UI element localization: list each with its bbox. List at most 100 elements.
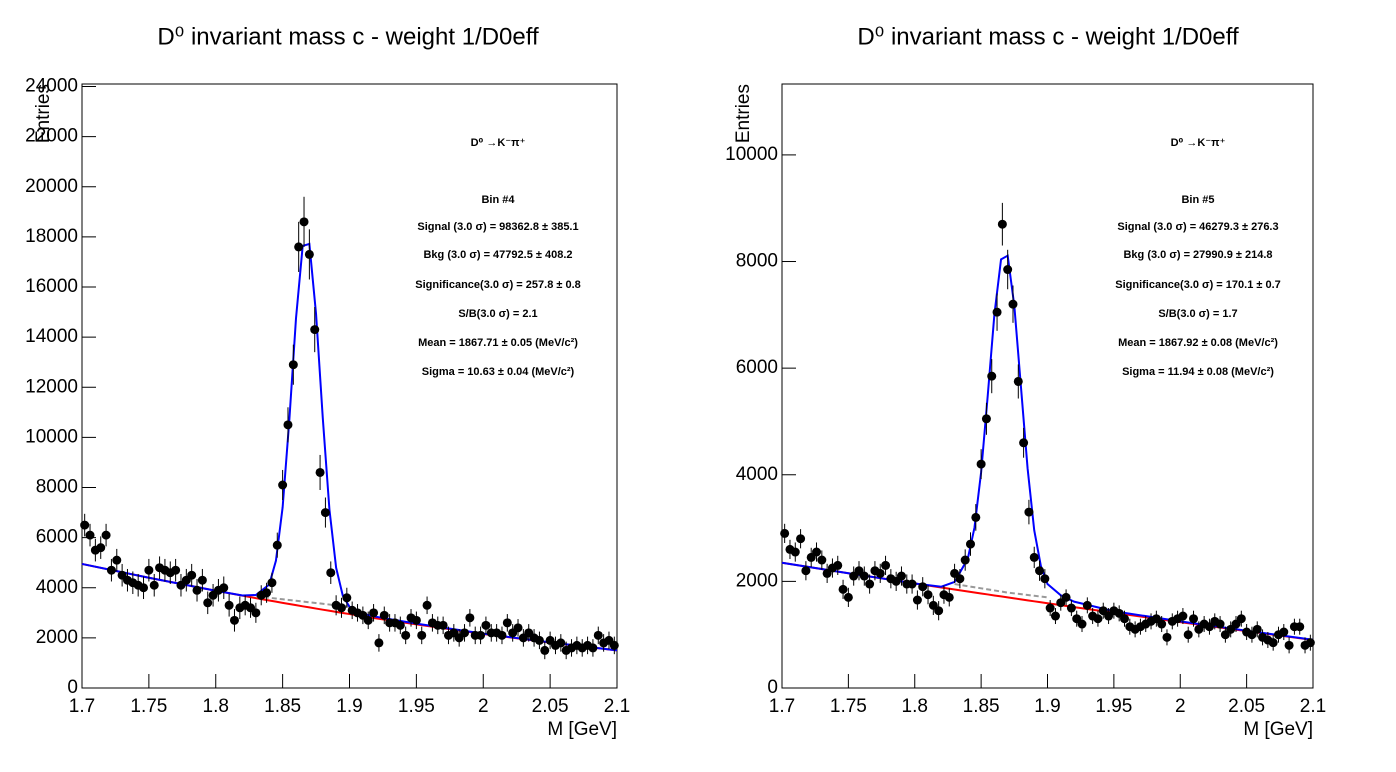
data-point <box>267 578 277 588</box>
data-point <box>171 565 181 575</box>
panel: D⁰ invariant mass c - weight 1/D0eff M [G… <box>25 23 630 740</box>
data-point <box>1183 630 1193 640</box>
y-tick-label: 12000 <box>25 376 78 397</box>
x-tick-label: 1.75 <box>830 696 867 717</box>
data-point <box>139 583 149 593</box>
data-point <box>251 608 261 618</box>
data-point <box>1305 638 1315 648</box>
y-tick-label: 2000 <box>736 570 778 591</box>
y-tick-label: 2000 <box>36 627 78 648</box>
data-point <box>187 570 197 580</box>
data-point <box>422 600 432 610</box>
y-tick-label: 18000 <box>25 226 78 247</box>
data-point <box>955 574 965 584</box>
data-point <box>981 414 991 424</box>
y-tick-label: 6000 <box>36 527 78 548</box>
data-point <box>465 613 475 623</box>
data-point <box>1040 574 1050 584</box>
data-point <box>812 547 822 557</box>
x-tick-label: 2.1 <box>1300 696 1326 717</box>
stat-annotation: Significance(3.0 σ) = 257.8 ± 0.8 <box>415 279 581 291</box>
data-point <box>1252 624 1262 634</box>
data-point <box>588 643 598 653</box>
y-axis-label: Entries <box>33 84 54 143</box>
data-point <box>1050 611 1060 621</box>
data-point <box>1029 552 1039 562</box>
data-point <box>1003 265 1013 275</box>
data-point <box>1295 622 1305 632</box>
data-point <box>1019 438 1029 448</box>
data-point <box>609 640 619 650</box>
x-tick-label: 1.85 <box>264 696 301 717</box>
data-point <box>1157 619 1167 629</box>
stat-annotation: D⁰ →K⁻π⁺ <box>471 137 526 149</box>
data-point <box>315 467 325 477</box>
x-axis-label: M [GeV] <box>547 719 617 740</box>
fit-line <box>781 561 1314 642</box>
data-point <box>288 360 298 370</box>
data-point <box>379 610 389 620</box>
data-point <box>229 615 239 625</box>
data-point <box>342 593 352 603</box>
data-point <box>283 420 293 430</box>
data-point <box>106 565 116 575</box>
data-point <box>1008 299 1018 309</box>
stat-annotation: Signal (3.0 σ) = 98362.8 ± 385.1 <box>417 221 578 233</box>
data-point <box>395 620 405 630</box>
data-point <box>875 568 885 578</box>
data-point <box>363 615 373 625</box>
data-point <box>224 600 234 610</box>
data-point <box>534 635 544 645</box>
data-point <box>987 371 997 381</box>
data-point <box>460 628 470 638</box>
data-point <box>971 512 981 522</box>
data-point <box>1215 619 1225 629</box>
data-point <box>497 630 507 640</box>
x-tick-label: 2.1 <box>604 696 630 717</box>
data-point <box>278 480 288 490</box>
data-point <box>219 583 229 593</box>
data-point <box>1013 376 1023 386</box>
chart-title: D⁰ invariant mass c - weight 1/D0eff <box>157 23 539 50</box>
y-tick-label: 6000 <box>736 357 778 378</box>
x-tick-label: 1.8 <box>902 696 928 717</box>
chart-title: D⁰ invariant mass c - weight 1/D0eff <box>857 23 1239 50</box>
data-point <box>438 620 448 630</box>
data-point <box>149 580 159 590</box>
stat-annotation: Bkg (3.0 σ) = 27990.9 ± 214.8 <box>1123 249 1272 261</box>
data-point <box>310 325 320 335</box>
stat-annotation: S/B(3.0 σ) = 2.1 <box>458 308 537 320</box>
data-point <box>513 623 523 633</box>
data-point <box>203 598 213 608</box>
stat-annotation: Sigma = 10.63 ± 0.04 (MeV/c²) <box>422 366 575 378</box>
data-point <box>294 242 304 252</box>
data-point <box>101 530 111 540</box>
data-point <box>476 630 486 640</box>
fit-line <box>781 254 1314 641</box>
data-point <box>320 508 330 518</box>
data-point <box>817 555 827 565</box>
data-point <box>992 307 1002 317</box>
data-point <box>997 219 1007 229</box>
data-point <box>1236 614 1246 624</box>
data-point <box>1045 603 1055 613</box>
fit-line <box>81 242 618 652</box>
data-point <box>502 618 512 628</box>
data-point <box>540 645 550 655</box>
data-point <box>966 539 976 549</box>
x-tick-label: 2 <box>1175 696 1186 717</box>
data-point <box>85 530 95 540</box>
y-tick-label: 24000 <box>25 76 78 97</box>
data-point <box>1035 566 1045 576</box>
data-point <box>593 630 603 640</box>
stat-annotation: Significance(3.0 σ) = 170.1 ± 0.7 <box>1115 279 1281 291</box>
data-point <box>1066 603 1076 613</box>
data-point <box>326 568 336 578</box>
stat-annotation: Bkg (3.0 σ) = 47792.5 ± 408.2 <box>423 249 572 261</box>
data-point <box>881 560 891 570</box>
data-point <box>796 534 806 544</box>
data-point <box>790 547 800 557</box>
panel: D⁰ invariant mass c - weight 1/D0eff M [G… <box>725 23 1326 740</box>
data-point <box>1284 640 1294 650</box>
